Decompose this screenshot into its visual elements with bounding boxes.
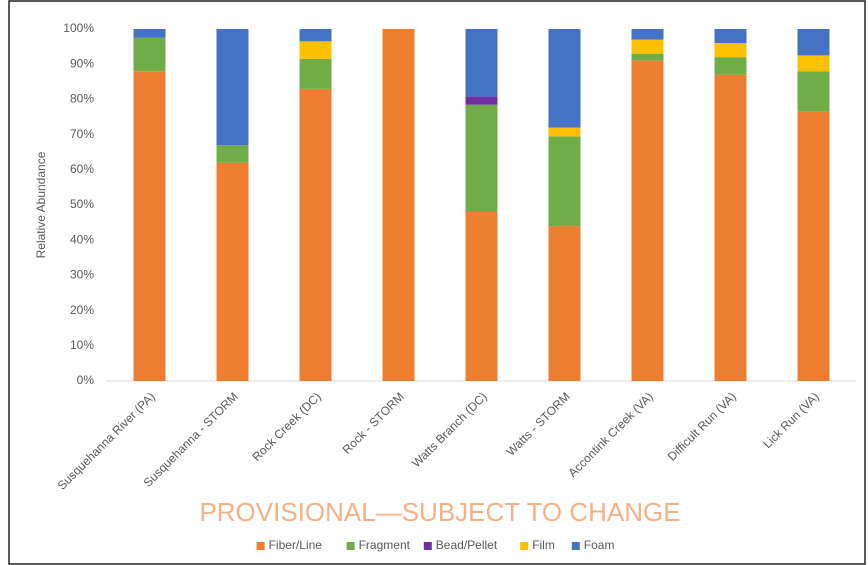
y-tick-label: 60% <box>70 162 94 176</box>
bar-segment <box>631 53 664 61</box>
y-tick-label: 40% <box>70 232 94 246</box>
legend-swatch <box>346 542 355 550</box>
legend-label: Foam <box>584 538 615 552</box>
bar-segment <box>465 29 498 97</box>
y-tick-label: 70% <box>70 127 94 141</box>
y-tick-label: 0% <box>77 373 95 387</box>
y-tick-label: 30% <box>70 268 94 282</box>
bar-segment <box>299 88 332 381</box>
bar-segment <box>465 104 498 213</box>
bar-segment <box>382 29 415 381</box>
y-tick-label: 20% <box>70 303 94 317</box>
bar-segment <box>714 74 747 381</box>
legend-label: Fragment <box>359 538 411 552</box>
bar-segment <box>714 29 747 44</box>
legend-swatch <box>256 542 265 550</box>
bar-segment <box>548 29 581 128</box>
bar-segment <box>299 41 332 59</box>
legend-swatch <box>571 542 580 550</box>
bar-segment <box>631 29 664 40</box>
y-tick-label: 90% <box>70 56 94 70</box>
bar-segment <box>714 43 747 58</box>
bar-segment <box>631 60 664 382</box>
bar-segment <box>797 55 830 72</box>
legend-label: Fiber/Line <box>269 538 323 552</box>
bar-segment <box>465 96 498 105</box>
bar-segment <box>216 162 249 381</box>
bar-segment <box>133 29 166 38</box>
legend-label: Bead/Pellet <box>436 538 498 552</box>
bar-segment <box>631 39 664 54</box>
bar-segment <box>548 127 581 137</box>
bar-segment <box>797 111 830 381</box>
legend-swatch <box>423 542 432 550</box>
bar-segment <box>133 37 166 72</box>
y-axis-label: Relative Abundance <box>34 151 48 258</box>
bar-segment <box>797 71 830 112</box>
bar-segment <box>299 29 332 42</box>
legend-swatch <box>520 542 529 550</box>
bar-segment <box>548 226 581 381</box>
bar-segment <box>797 29 830 56</box>
bar-segment <box>465 212 498 381</box>
bar-segment <box>714 57 747 75</box>
bar-segment <box>216 29 249 146</box>
y-tick-label: 10% <box>70 338 94 352</box>
y-tick-label: 80% <box>70 92 94 106</box>
bar-segment <box>133 71 166 382</box>
bar-segment <box>548 136 581 227</box>
annotation: PROVISIONAL—SUBJECT TO CHANGE <box>199 497 680 527</box>
bar-segment <box>216 145 249 163</box>
y-tick-label: 100% <box>63 21 94 35</box>
legend-label: Film <box>532 538 555 552</box>
bar-segment <box>299 58 332 89</box>
y-tick-label: 50% <box>70 197 94 211</box>
